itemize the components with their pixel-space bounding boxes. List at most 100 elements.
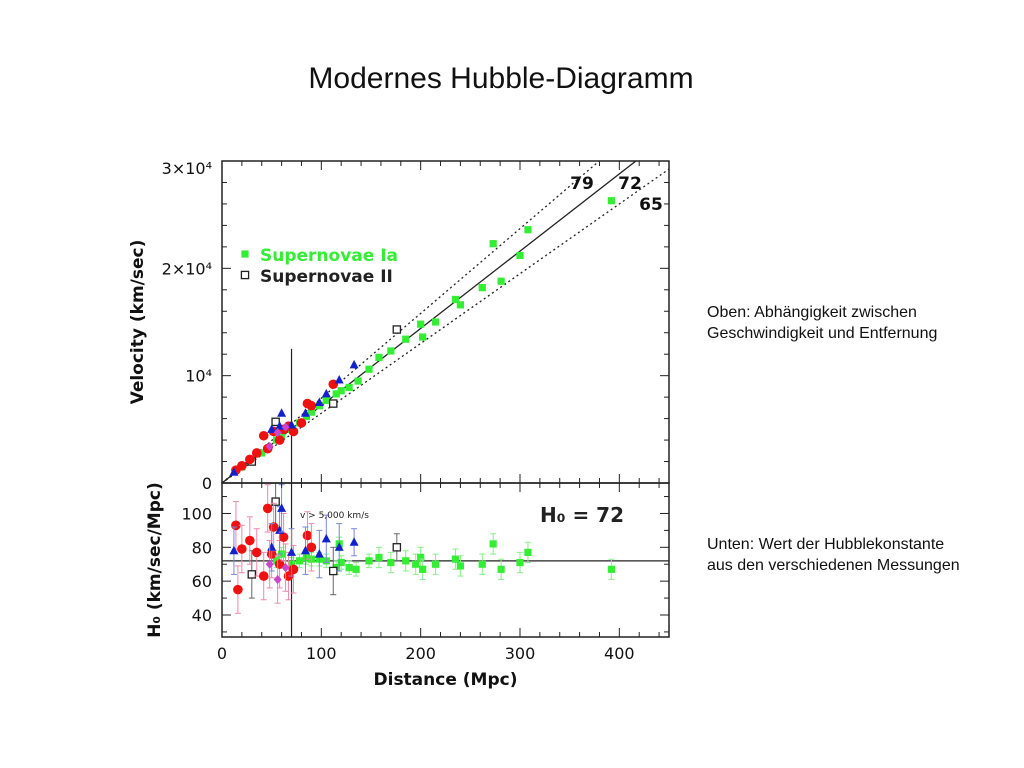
- bottom-point-s3-3: [277, 503, 287, 512]
- bottom-point-s0-24: [489, 540, 497, 548]
- top-point-s0-23: [456, 301, 464, 309]
- note-top: Oben: Abhängigkeit zwischen Geschwindigk…: [707, 302, 937, 344]
- hubble-line-65: [222, 168, 669, 483]
- top-point-s0-17: [387, 347, 395, 355]
- legend-label-1: Supernovae II: [260, 267, 393, 287]
- top-point-s3-7: [321, 388, 331, 398]
- bottom-point-s3-4: [287, 547, 297, 556]
- bottom-point-s0-25: [497, 565, 505, 573]
- top-point-s4-0: [265, 442, 274, 452]
- top-point-s3-0: [229, 467, 239, 476]
- top-point-s2-11: [296, 418, 307, 428]
- bottom-point-s0-16: [402, 557, 410, 565]
- top-point-s3-9: [349, 359, 359, 369]
- bottom-point-s0-19: [419, 565, 427, 573]
- bottom-point-s2-1: [233, 584, 243, 595]
- bottom-point-s1-0: [247, 570, 257, 579]
- xtick-label-400: 400: [604, 644, 635, 663]
- slide-title: Modernes Hubble-Diagramm: [308, 62, 694, 95]
- bottom-point-s3-0: [229, 545, 239, 555]
- top-point-s0-15: [365, 365, 373, 373]
- bottom-point-s2-2: [237, 544, 247, 554]
- top-point-s0-20: [419, 333, 427, 341]
- note-bottom: Unten: Wert der Hubblekonstante aus den …: [707, 534, 960, 576]
- bottom-point-s0-17: [412, 560, 420, 568]
- bottom-point-s0-15: [387, 558, 395, 567]
- ytick-label-top-0: 0: [202, 474, 212, 493]
- top-point-s2-1: [237, 461, 247, 471]
- top-panel-frame: [221, 160, 670, 484]
- bottom-point-s0-27: [524, 548, 532, 556]
- line-label-72: 72: [618, 174, 642, 194]
- bottom-point-s2-3: [245, 535, 255, 546]
- x-axis-title: Distance (Mpc): [374, 670, 518, 690]
- annotation-h0-value: H₀ = 72: [540, 503, 624, 527]
- bottom-point-s1-3: [392, 543, 402, 552]
- top-point-s0-12: [337, 387, 345, 395]
- top-point-s0-27: [516, 251, 524, 260]
- top-point-s3-3: [277, 408, 287, 417]
- note-bottom-line-2: aus den verschiedenen Messungen: [707, 557, 960, 574]
- top-point-s0-4: [278, 431, 286, 439]
- bottom-point-s0-22: [456, 562, 464, 570]
- xtick-label-0: 0: [217, 644, 227, 663]
- ytick-label-bot-60: 60: [192, 572, 212, 591]
- top-point-s0-2: [258, 449, 266, 457]
- top-point-s3-5: [300, 408, 310, 417]
- bottom-point-s2-14: [306, 542, 317, 553]
- top-point-s2-2: [245, 454, 255, 465]
- bottom-point-s0-21: [451, 555, 460, 563]
- bottom-point-s0-10: [337, 558, 345, 567]
- ytick-label-bot-100: 100: [181, 504, 212, 523]
- top-point-s0-16: [375, 353, 383, 362]
- bottom-point-s0-13: [365, 557, 373, 565]
- bottom-point-s2-4: [251, 547, 262, 558]
- bottom-point-s0-11: [345, 564, 353, 572]
- top-point-s3-4: [287, 420, 297, 429]
- bottom-point-s2-6: [262, 503, 273, 514]
- bottom-panel-plot: [222, 483, 669, 637]
- top-point-s2-7: [274, 435, 285, 445]
- bottom-point-s0-14: [375, 553, 383, 562]
- bottom-point-s2-13: [302, 530, 313, 541]
- top-point-s0-13: [345, 383, 353, 392]
- top-point-s0-8: [307, 408, 315, 416]
- bottom-point-s3-9: [349, 537, 359, 546]
- top-point-s0-25: [489, 240, 497, 248]
- top-point-s3-1: [267, 424, 277, 433]
- bottom-point-s4-1: [273, 574, 282, 584]
- xtick-label-200: 200: [405, 644, 436, 663]
- bottom-point-s0-26: [516, 558, 524, 567]
- top-point-s0-24: [478, 284, 486, 292]
- ytick-label-top-1: 10⁴: [185, 367, 212, 386]
- top-point-s2-3: [251, 448, 262, 458]
- annotation-velocity-cut: v > 5,000 km/s: [300, 511, 369, 521]
- top-point-s0-26: [497, 277, 505, 285]
- ytick-label-top-3: 3×10⁴: [162, 159, 212, 178]
- bottom-point-s4-2: [281, 563, 290, 573]
- top-point-s4-1: [273, 428, 282, 438]
- bottom-point-s0-23: [478, 560, 486, 568]
- ytick-label-bot-80: 80: [192, 538, 212, 557]
- top-point-s0-21: [431, 318, 440, 326]
- top-point-s2-4: [258, 430, 269, 441]
- note-bottom-line-1: Unten: Wert der Hubblekonstante: [707, 536, 945, 553]
- top-point-s0-14: [354, 377, 362, 385]
- top-point-s0-10: [322, 396, 330, 404]
- bottom-point-s2-12: [288, 564, 299, 575]
- bottom-point-s2-5: [258, 571, 269, 581]
- bottom-panel-frame: [221, 482, 670, 638]
- top-point-s0-28: [524, 226, 532, 234]
- top-point-s0-19: [417, 320, 425, 328]
- bottom-point-s0-28: [607, 565, 615, 573]
- bottom-point-s3-1: [267, 542, 277, 551]
- top-point-s4-2: [281, 422, 290, 432]
- bottom-point-s3-7: [321, 533, 331, 543]
- xtick-label-300: 300: [505, 644, 536, 663]
- bottom-point-s1-2: [329, 566, 338, 576]
- bottom-point-s0-12: [352, 565, 360, 573]
- legend-marker-0: [241, 250, 249, 258]
- y-axis-title-top: Velocity (km/sec): [128, 240, 148, 405]
- note-top-line-2: Geschwindigkeit und Entfernung: [707, 325, 938, 342]
